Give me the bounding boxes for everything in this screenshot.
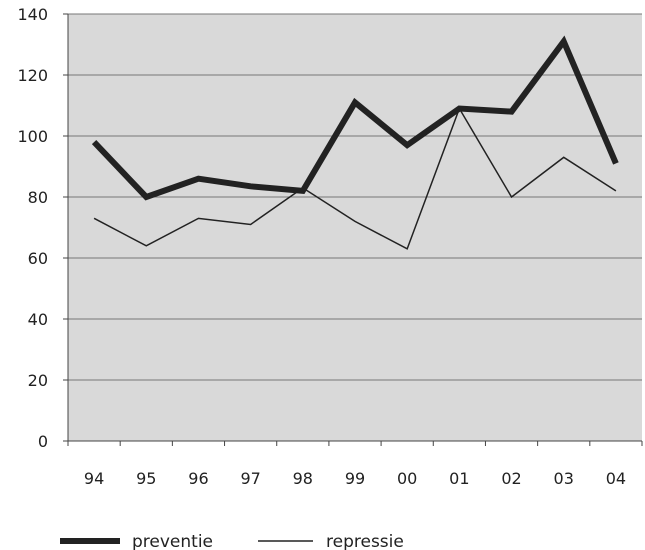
y-tick-label: 80: [28, 188, 48, 207]
x-tick-label: 98: [293, 469, 313, 488]
x-tick-label: 94: [84, 469, 104, 488]
legend-label-preventie: preventie: [132, 532, 213, 550]
x-tick-label: 97: [240, 469, 260, 488]
y-tick-label: 40: [28, 310, 48, 329]
x-tick-label: 95: [136, 469, 156, 488]
axes: [63, 13, 643, 446]
y-tick-label: 60: [28, 249, 48, 268]
y-tick-label: 0: [38, 432, 48, 451]
y-tick-label: 120: [17, 66, 48, 85]
y-tick-label: 100: [17, 127, 48, 146]
x-tick-label: 04: [606, 469, 626, 488]
x-tick-label: 96: [188, 469, 208, 488]
legend-label-repressie: repressie: [326, 532, 404, 550]
legend: preventie repressie: [60, 532, 404, 550]
x-tick-label: 02: [501, 469, 521, 488]
x-tick-label: 01: [449, 469, 469, 488]
x-tick-label: 03: [554, 469, 574, 488]
series-lines: [91, 35, 619, 250]
x-tick-labels: 94 95 96 97 98 99 00 01 02 03 04: [84, 469, 626, 488]
gridlines: [68, 13, 642, 381]
x-tick-label: 00: [397, 469, 417, 488]
y-tick-label: 140: [17, 5, 48, 24]
y-tick-label: 20: [28, 371, 48, 390]
plot-area: [68, 14, 642, 441]
y-tick-labels: 0 20 40 60 80 100 120 140: [17, 5, 48, 451]
x-tick-label: 99: [345, 469, 365, 488]
